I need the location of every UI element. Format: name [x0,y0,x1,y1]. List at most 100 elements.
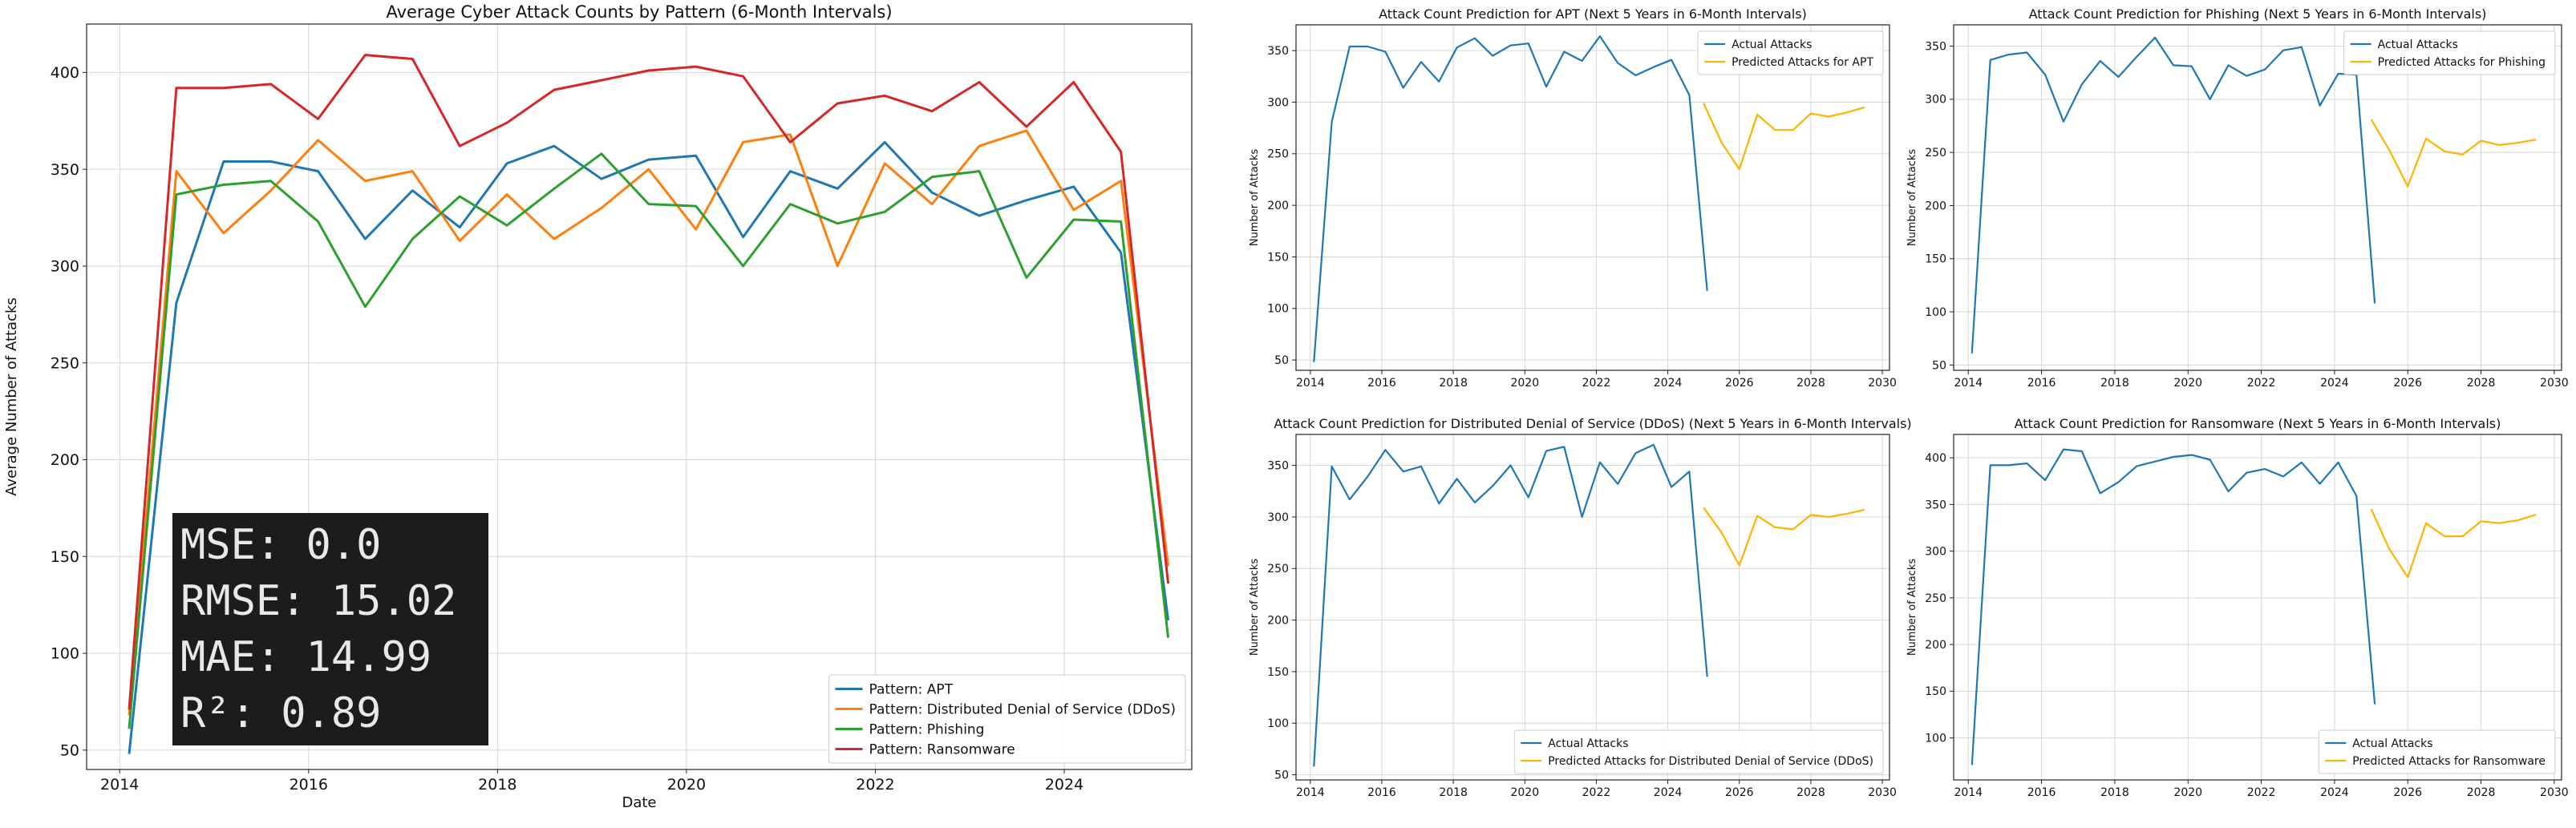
x-tick-label: 2020 [1510,377,1539,390]
y-tick-label: 100 [1267,717,1289,730]
x-tick-label: 2014 [1296,377,1325,390]
apt-prediction-chart: 2014 2016 2018 2020 2022 2024 2026 2028 2030 50 10… [1249,6,1897,390]
x-tick-label: 2026 [2393,377,2422,390]
x-axis-label: Date [622,794,656,811]
y-axis-label: Average Number of Attacks [3,297,20,496]
x-tick-label: 2026 [1725,786,1754,799]
legend-label: Actual Attacks [1548,737,1628,750]
y-tick-label: 50 [1932,359,1946,372]
x-tick-label: 2030 [2540,377,2569,390]
y-tick-label: 350 [1267,45,1289,58]
y-axis-label: Number of Attacks [1249,559,1261,656]
series-line-predicted-attacks-for-phishing [2370,119,2537,188]
series-line-predicted-attacks-for-apt [1703,103,1865,171]
series-line-predicted-attacks-for-ransomware [2370,508,2537,579]
y-tick-label: 150 [1925,253,1946,266]
y-tick-label: 50 [1274,769,1289,782]
x-tick-label: 2016 [1367,786,1396,799]
metric-rmse: RMSE: 15.02 [180,577,456,625]
y-tick-label: 50 [1274,354,1289,367]
y-tick-label: 250 [1925,147,1946,160]
y-tick-label: 350 [1925,499,1946,511]
y-tick-label: 100 [51,645,79,663]
plot-frame [1953,434,2562,781]
legend-box [1513,729,1884,774]
ddos-prediction-chart: 2014 2016 2018 2020 2022 2024 2026 2028 2030 50 10… [1249,416,1912,799]
y-tick-label: 50 [60,741,79,759]
metrics-box: MSE: 0.0 RMSE: 15.02 MAE: 14.99 R²: 0.89 [172,513,488,745]
y-tick-label: 350 [1267,459,1289,472]
x-tick-label: 2016 [2027,786,2056,799]
x-tick-label: 2030 [1868,377,1897,390]
y-tick-label: 300 [1925,94,1946,107]
metrics-background [172,513,488,745]
main-chart: 2014 2016 2018 2020 2022 2024 50 100 150 200 250 30… [3,2,1193,811]
legend-box [1697,30,1884,75]
x-tick-label: 2030 [2540,786,2569,799]
x-tick-label: 2016 [290,776,328,794]
metric-mse: MSE: 0.0 [180,521,381,569]
y-tick-label: 300 [1267,511,1289,524]
x-tick-label: 2018 [478,776,516,794]
y-tick-label: 250 [51,354,79,372]
y-axis-label: Number of Attacks [1906,149,1918,247]
x-tick-label: 2016 [1367,377,1396,390]
series-line-actual-attacks [1970,448,2376,765]
ransomware-prediction-chart: 2014 2016 2018 2020 2022 2024 2026 2028 2030 100 1… [1906,416,2569,799]
x-tick-label: 2022 [856,776,894,794]
x-tick-label: 2014 [1954,786,1983,799]
x-tick-label: 2014 [1954,377,1983,390]
y-axis-label: Number of Attacks [1249,149,1261,247]
y-tick-label: 100 [1925,306,1946,319]
series-line-pattern-apt [128,140,1170,754]
plot-frame [1295,24,1890,371]
y-axis-label: Number of Attacks [1906,559,1918,656]
x-tick-label: 2020 [1510,786,1539,799]
legend-label: Actual Attacks [2352,737,2432,750]
y-tick-label: 400 [51,64,79,82]
x-tick-label: 2020 [2173,377,2202,390]
y-tick-label: 250 [1267,148,1289,161]
x-tick-label: 2026 [1725,377,1754,390]
x-tick-label: 2028 [2467,377,2496,390]
legend-label: Actual Attacks [1732,38,1812,51]
legend-label: Predicted Attacks for APT [1732,56,1873,69]
x-tick-label: 2030 [1868,786,1897,799]
y-tick-label: 150 [1267,251,1289,264]
y-tick-label: 300 [51,258,79,276]
series-line-actual-attacks [1313,443,1708,767]
x-tick-label: 2024 [1654,377,1683,390]
x-tick-label: 2028 [1796,786,1825,799]
legend-label: Pattern: Distributed Denial of Service (… [869,702,1176,718]
y-tick-label: 200 [1925,200,1946,212]
y-tick-label: 100 [1925,732,1946,745]
y-tick-label: 200 [1925,639,1946,652]
x-tick-label: 2020 [667,776,706,794]
chart-title: Attack Count Prediction for APT (Next 5 … [1379,6,1807,22]
legend-label: Predicted Attacks for Distributed Denial… [1548,755,1873,768]
x-tick-label: 2024 [2320,786,2349,799]
plot-frame [1953,24,2562,371]
x-tick-label: 2024 [1045,776,1083,794]
x-tick-label: 2020 [2173,786,2202,799]
series-line-pattern-phishing [128,152,1170,729]
y-tick-label: 250 [1925,592,1946,605]
legend-label: Predicted Attacks for Phishing [2378,56,2546,69]
y-tick-label: 250 [1267,563,1289,576]
plot-frame [86,23,1193,770]
y-tick-label: 150 [1925,685,1946,698]
x-tick-label: 2014 [100,776,139,794]
y-tick-label: 300 [1925,546,1946,559]
series-line-predicted-attacks-for-distributed-denial-of-service-ddos [1703,507,1865,567]
plot-frame [1295,434,1890,781]
phishing-prediction-chart: 2014 2016 2018 2020 2022 2024 2026 2028 2030 50 10… [1906,6,2569,390]
chart-title: Attack Count Prediction for Ransomware (… [2015,416,2501,431]
x-tick-label: 2014 [1296,786,1325,799]
chart-title: Attack Count Prediction for Distributed … [1274,416,1911,431]
y-tick-label: 100 [1267,303,1289,316]
y-tick-label: 150 [1267,666,1289,679]
x-tick-label: 2026 [2393,786,2422,799]
x-tick-label: 2024 [1654,786,1683,799]
series-line-pattern-distributed-denial-of-service-ddos [128,129,1170,716]
